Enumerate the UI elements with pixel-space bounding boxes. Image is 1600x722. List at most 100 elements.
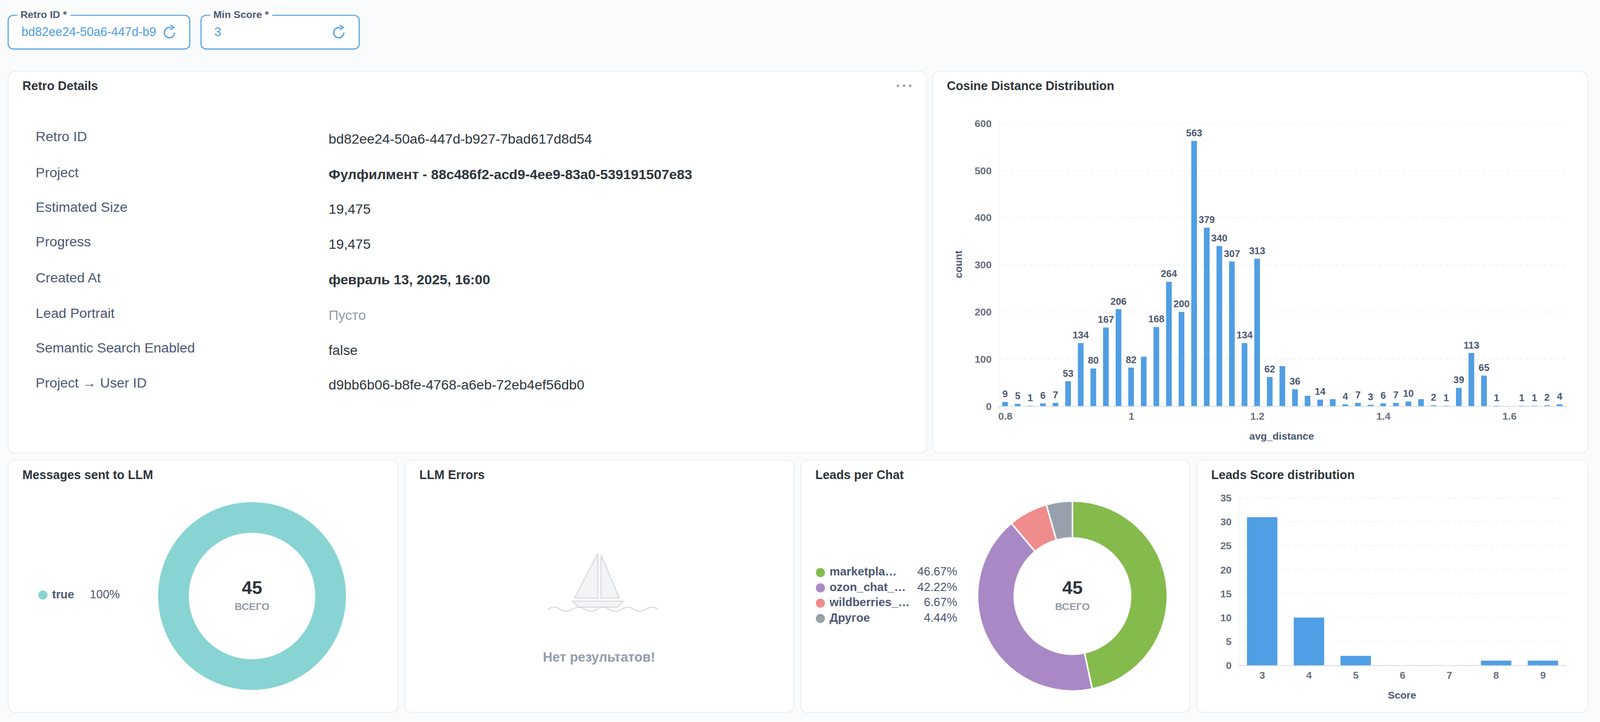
bar xyxy=(1203,227,1210,407)
bar xyxy=(1090,368,1097,406)
bar xyxy=(1480,660,1511,666)
bar xyxy=(1556,404,1563,406)
menu-dot[interactable] xyxy=(896,84,900,88)
tick: 1.4 xyxy=(1376,405,1391,422)
bar xyxy=(1455,387,1462,407)
bar xyxy=(1103,327,1109,407)
bar xyxy=(1493,405,1500,406)
bar xyxy=(1216,245,1223,406)
background xyxy=(0,0,1600,722)
grid-line xyxy=(1238,569,1567,571)
filter-widget[interactable]: Retro ID * bd82ee24-50a6-447d-b9 xyxy=(8,8,190,50)
legend-swatch xyxy=(815,568,826,578)
data-label: 563 xyxy=(1186,127,1203,139)
tick: 7 xyxy=(1446,665,1453,681)
axis-title: avg_distance xyxy=(1249,430,1315,442)
menu-dot[interactable] xyxy=(908,84,912,88)
tick-mark xyxy=(1131,405,1132,409)
legend-value: 4.44% xyxy=(923,610,957,625)
total-label: ВСЕГО xyxy=(1055,600,1090,612)
axis-line xyxy=(1238,665,1567,666)
tick-label: 0 xyxy=(1226,659,1233,671)
grid-line xyxy=(1238,664,1567,666)
tick-label: 6 xyxy=(1399,669,1406,681)
data-label: 39 xyxy=(1453,374,1465,386)
tick: 100 xyxy=(974,353,999,365)
data-label: 6 xyxy=(1380,389,1386,401)
tick: 4 xyxy=(1305,665,1312,681)
tick: 1.6 xyxy=(1502,405,1517,422)
detail-value: Фулфилмент - 88c486f2-acd9-4ee9-83a0-539… xyxy=(328,166,693,183)
sail xyxy=(574,552,598,598)
filter-label: Retro ID * xyxy=(20,8,68,20)
bar xyxy=(1340,655,1371,666)
bar xyxy=(1393,403,1399,407)
tick: 300 xyxy=(974,258,999,271)
detail-value: Пусто xyxy=(328,307,367,323)
filter-box[interactable] xyxy=(8,15,190,49)
tick-label: 1 xyxy=(1128,410,1135,422)
refresh-icon[interactable] xyxy=(333,27,344,38)
grid-line xyxy=(1238,593,1567,594)
detail-value: bd82ee24-50a6-447d-b927-7bad617d8d54 xyxy=(328,130,592,147)
data-label: 7 xyxy=(1052,389,1059,401)
refresh-arrow[interactable] xyxy=(170,25,174,30)
hull xyxy=(572,601,624,608)
tick-label: 1.6 xyxy=(1502,410,1517,422)
data-label: 65 xyxy=(1478,362,1490,373)
bar xyxy=(1387,664,1418,666)
empty-icon xyxy=(548,552,659,611)
filter-label-bg xyxy=(210,8,273,20)
bar xyxy=(1519,405,1526,406)
data-label: 167 xyxy=(1097,313,1114,325)
tick-label: 5 xyxy=(1352,669,1359,681)
tick: 9 xyxy=(1540,665,1546,681)
tick: 0 xyxy=(986,400,999,412)
data-label: 4 xyxy=(1342,390,1348,402)
bar xyxy=(1434,664,1465,666)
tick-mark xyxy=(1508,405,1510,409)
filter-box[interactable] xyxy=(201,15,360,49)
detail-label: Retro ID xyxy=(35,128,87,145)
data-label: 4 xyxy=(1556,390,1563,402)
tick-label: 400 xyxy=(974,211,992,223)
tick-label: 7 xyxy=(1446,669,1453,681)
total-label: ВСЕГО xyxy=(234,600,270,612)
legend-swatch xyxy=(815,613,826,624)
bar xyxy=(1027,405,1034,406)
tick-label: 5 xyxy=(1226,635,1233,647)
panel-title: Retro Details xyxy=(22,78,98,93)
data-label: 3 xyxy=(1367,391,1374,403)
data-label: 379 xyxy=(1198,214,1215,225)
detail-label: Progress xyxy=(35,233,91,250)
data-label: 2 xyxy=(1544,391,1550,403)
donut xyxy=(977,500,1168,691)
legend-label: true xyxy=(52,587,75,601)
bars xyxy=(1002,140,1563,406)
refresh-icon[interactable] xyxy=(164,27,175,38)
data-label: 7 xyxy=(1393,389,1399,401)
detail-value: false xyxy=(328,342,358,358)
legend-swatch xyxy=(815,583,826,593)
data-label: 2 xyxy=(1431,391,1437,403)
bar xyxy=(1329,399,1336,407)
tick: 8 xyxy=(1493,665,1500,681)
panel xyxy=(932,71,1588,454)
tick-label: 300 xyxy=(974,258,992,271)
panel xyxy=(404,459,794,713)
tick-mark xyxy=(1383,405,1384,409)
data-label: 307 xyxy=(1223,248,1240,259)
bar xyxy=(1254,258,1261,406)
grid xyxy=(998,123,1566,407)
bar xyxy=(1531,405,1538,406)
data-label: 264 xyxy=(1160,268,1178,279)
menu-dot[interactable] xyxy=(902,84,906,88)
refresh-arrow[interactable] xyxy=(339,25,344,30)
bar xyxy=(1229,261,1235,406)
grid-line xyxy=(1238,617,1567,618)
filter-widget[interactable]: Min Score *3 xyxy=(201,8,360,50)
bar xyxy=(1317,399,1324,407)
bar xyxy=(1417,399,1424,407)
panel-title: Messages sent to LLM xyxy=(22,467,153,482)
filter-value: bd82ee24-50a6-447d-b9 xyxy=(21,24,157,39)
